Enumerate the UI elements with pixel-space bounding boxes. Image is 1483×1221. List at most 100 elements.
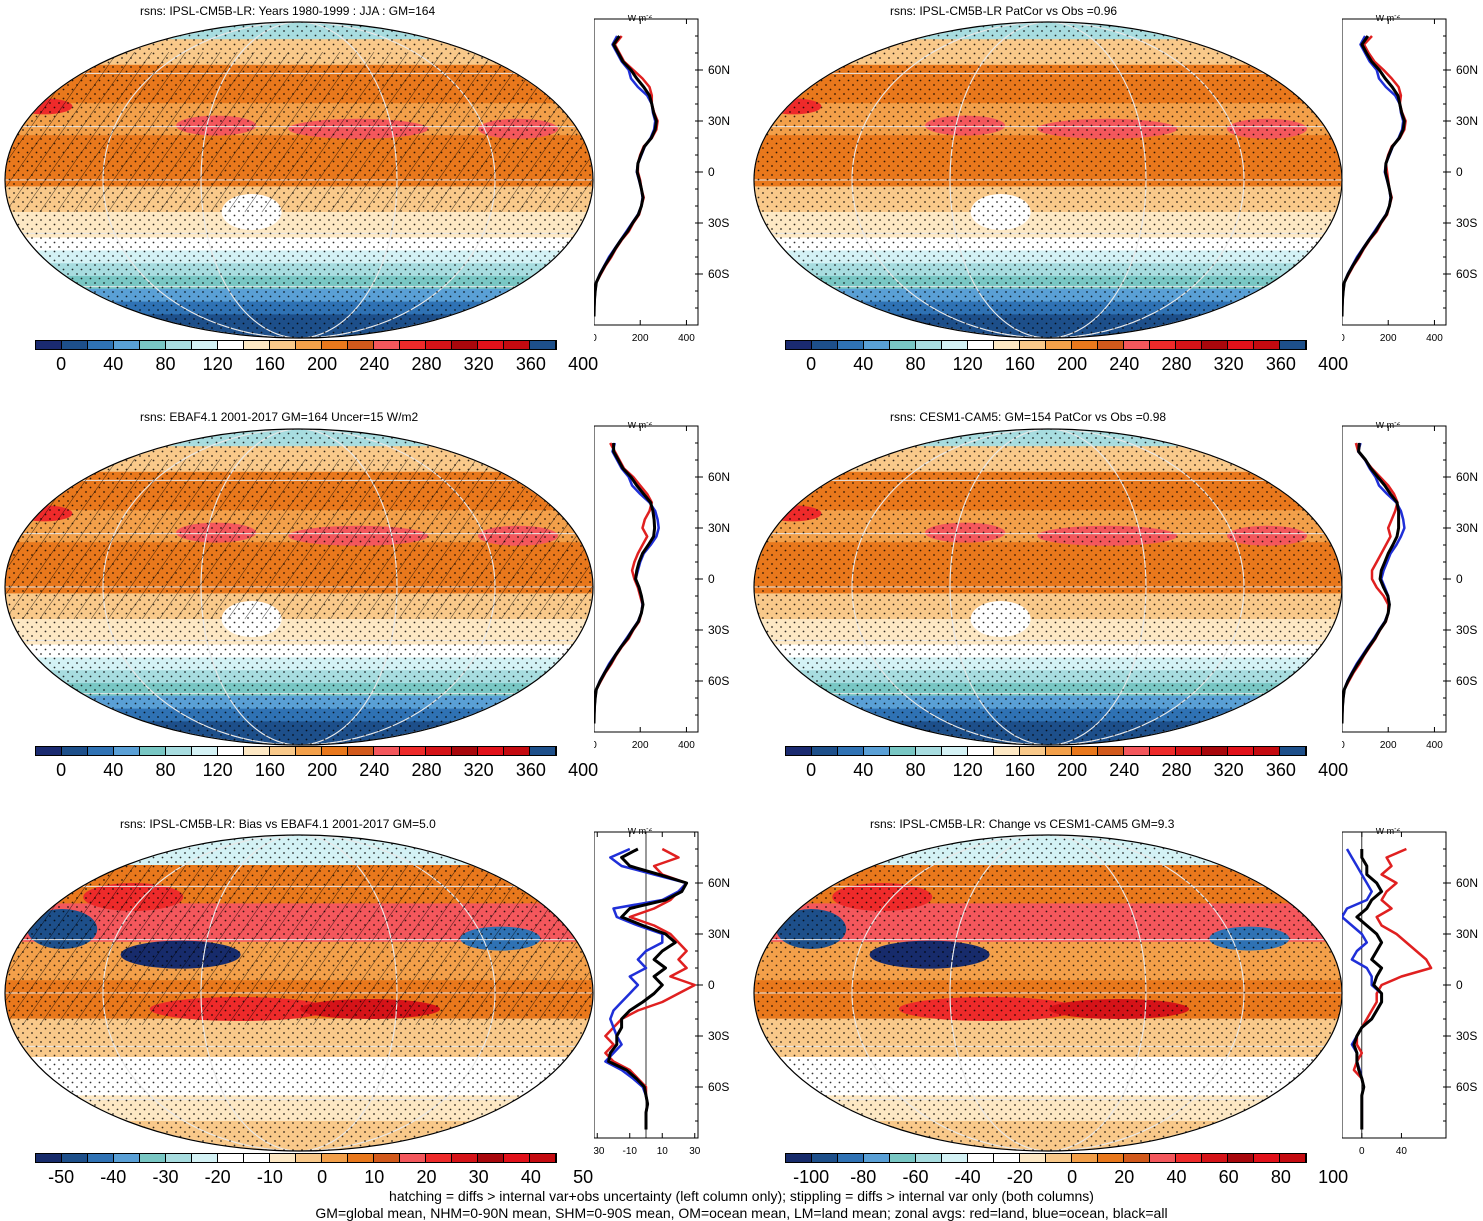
colorbar-swatch: [1176, 747, 1202, 755]
colorbar-swatch: [244, 341, 270, 349]
colorbar-swatch: [1176, 1154, 1202, 1162]
colorbar-tick-label: -50: [48, 1167, 75, 1187]
y-tick-label: 30N: [708, 521, 730, 535]
colorbar-swatch: [296, 341, 322, 349]
colorbar-swatch: [400, 341, 426, 349]
colorbar-tick-label: 80: [1270, 1167, 1291, 1187]
x-tick-label: 400: [678, 740, 695, 751]
colorbar-5: [35, 1153, 557, 1163]
x-tick-label: 400: [678, 333, 695, 344]
map-feature: [451, 31, 502, 48]
colorbar-tick-label: 360: [515, 760, 546, 780]
colorbar-swatch: [348, 341, 374, 349]
y-tick-label: 60N: [708, 63, 730, 77]
colorbar-swatch: [1280, 747, 1306, 755]
y-tick-label: 60S: [1456, 1080, 1477, 1094]
colorbar-tick-label: 0: [806, 354, 817, 374]
map-1: [4, 21, 594, 339]
colorbar-swatch: [1280, 1154, 1306, 1162]
colorbar-swatch: [1176, 341, 1202, 349]
y-tick-label: 0: [708, 165, 715, 179]
colorbar-swatch: [916, 341, 942, 349]
colorbar-swatch: [140, 1154, 166, 1162]
colorbar-swatch: [968, 747, 994, 755]
colorbar-swatch: [244, 747, 270, 755]
colorbar-tick-label: -20: [1006, 1167, 1033, 1187]
colorbar-tick-label: 360: [1265, 354, 1296, 374]
colorbar-swatch: [322, 1154, 348, 1162]
colorbar-tick-label: 400: [1318, 354, 1349, 374]
y-tick-label: 60S: [708, 674, 729, 688]
colorbar-swatch: [1072, 747, 1098, 755]
zonal-plot-1: 60N 30N 0 30S 60S 0 200 400 W m-2: [594, 15, 730, 344]
y-tick-label: 30S: [708, 216, 729, 230]
colorbar-3: [35, 746, 557, 756]
colorbar-swatch: [1202, 341, 1228, 349]
colorbar-swatch: [36, 1154, 62, 1162]
colorbar-swatch: [1098, 1154, 1124, 1162]
colorbar-tick-label: 280: [1161, 354, 1192, 374]
colorbar-tick-label: 0: [56, 760, 67, 780]
map-outline: [4, 21, 594, 339]
colorbar-tick-label: 40: [1166, 1167, 1187, 1187]
y-tick-label: 0: [708, 978, 715, 992]
unit-label: W m-2: [628, 15, 653, 23]
y-tick-label: 30S: [708, 1029, 729, 1043]
colorbar-swatch: [1254, 747, 1280, 755]
colorbar-swatch: [244, 1154, 270, 1162]
panel-title: rsns: IPSL-CM5B-LR: Change vs CESM1-CAM5…: [870, 817, 1175, 831]
y-tick-label: 30N: [708, 114, 730, 128]
colorbar-swatch: [114, 1154, 140, 1162]
colorbar-swatch: [1202, 1154, 1228, 1162]
map-outline: [4, 428, 594, 746]
x-tick-label: -30: [594, 1146, 605, 1157]
colorbar-tick-label: 100: [1318, 1167, 1349, 1187]
colorbar-tick-label: 80: [155, 760, 176, 780]
colorbar-swatch: [504, 1154, 530, 1162]
colorbar-swatch: [166, 747, 192, 755]
colorbar-tick-label: 400: [568, 354, 599, 374]
colorbar-swatch: [478, 1154, 504, 1162]
footer-line-1: hatching = diffs > internal var+obs unce…: [389, 1188, 1094, 1204]
colorbar-swatch: [140, 747, 166, 755]
y-tick-label: 0: [1456, 572, 1463, 586]
colorbar-swatch: [218, 747, 244, 755]
colorbar-swatch: [374, 747, 400, 755]
colorbar-swatch: [1020, 747, 1046, 755]
zonal-frame: [1342, 831, 1447, 1139]
zonal-series-ocean: [594, 442, 660, 724]
x-tick-label: -10: [623, 1146, 638, 1157]
zonal-series-ocean: [604, 847, 688, 1130]
colorbar-1: [35, 340, 557, 350]
colorbar-swatch: [838, 341, 864, 349]
x-tick-label: 0: [594, 740, 597, 751]
zonal-plot-6: 60N 30N 0 30S 60S 0 40 W m-2: [1342, 828, 1478, 1157]
colorbar-swatch: [400, 1154, 426, 1162]
colorbar-swatch: [968, 1154, 994, 1162]
colorbar-tick-label: 120: [202, 760, 233, 780]
zonal-frame: [594, 18, 699, 326]
colorbar-swatch: [322, 341, 348, 349]
colorbar-tick-label: 40: [853, 760, 874, 780]
unit-label: W m-2: [628, 422, 653, 430]
colorbar-swatch: [890, 341, 916, 349]
hatching: [5, 865, 593, 1025]
unit-label: W m-2: [1376, 15, 1401, 23]
colorbar-swatch: [88, 341, 114, 349]
map-feature: [1200, 438, 1251, 455]
colorbar-swatch: [1150, 1154, 1176, 1162]
colorbar-swatch: [452, 747, 478, 755]
colorbar-tick-label: 240: [359, 760, 390, 780]
colorbar-tick-label: 240: [1109, 354, 1140, 374]
zonal-series-all: [594, 443, 657, 724]
colorbar-swatch: [400, 747, 426, 755]
zonal-frame: [594, 425, 699, 733]
x-tick-label: 200: [632, 740, 649, 751]
x-tick-label: 10: [657, 1146, 669, 1157]
colorbar-tick-label: 320: [463, 354, 494, 374]
colorbar-swatch: [374, 1154, 400, 1162]
colorbar-swatch: [530, 1154, 556, 1162]
colorbar-swatch: [994, 341, 1020, 349]
colorbar-swatch: [890, 1154, 916, 1162]
colorbar-swatch: [1150, 341, 1176, 349]
